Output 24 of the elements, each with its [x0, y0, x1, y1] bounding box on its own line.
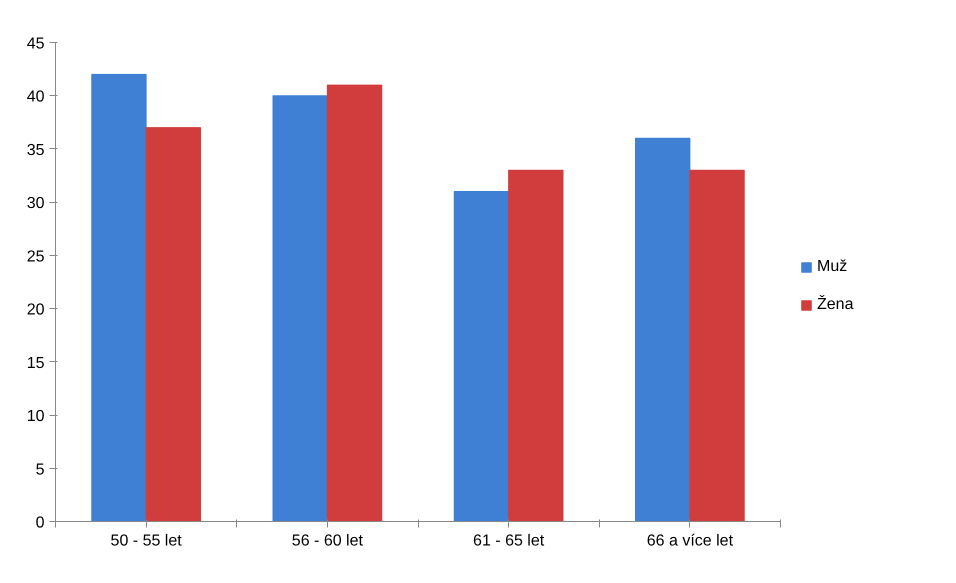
bar: [146, 127, 201, 522]
y-tick-label: 30: [26, 195, 45, 212]
bar: [454, 191, 510, 522]
y-tick-label: 20: [26, 302, 45, 319]
x-tick-label: 56 - 60 let: [292, 532, 364, 550]
bar: [272, 95, 328, 522]
bar: [326, 84, 382, 522]
x-tick-label: 66 a více let: [646, 532, 734, 550]
legend-label: Žena: [817, 296, 854, 314]
bar: [635, 138, 690, 522]
y-tick-label: 15: [26, 354, 45, 372]
x-tick-label: 61 - 65 let: [473, 532, 545, 550]
legend-label: Muž: [817, 258, 848, 276]
y-tick-label: 25: [26, 248, 45, 266]
y-tick-label: 35: [26, 142, 45, 159]
y-tick-label: 45: [26, 36, 45, 52]
x-tick-label: 50 - 55 let: [110, 532, 182, 550]
y-tick-label: 10: [26, 408, 45, 426]
y-tick-label: 5: [36, 461, 45, 478]
bar: [508, 170, 564, 522]
bar: [91, 74, 147, 522]
y-tick-label: 0: [36, 514, 45, 532]
y-tick-label: 40: [26, 88, 45, 106]
bar: [689, 170, 745, 522]
